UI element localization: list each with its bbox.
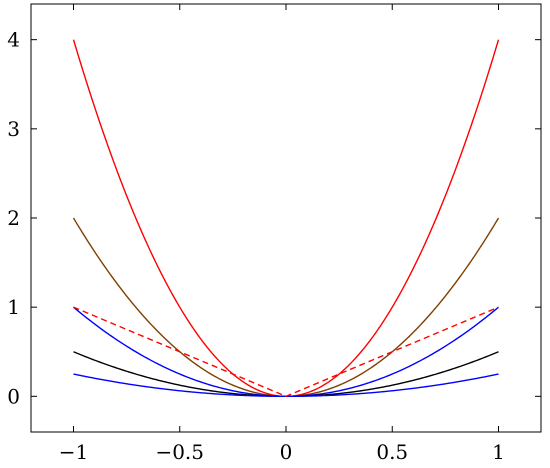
plot-frame	[30, 3, 542, 433]
x-tick-label: 0	[280, 440, 293, 464]
y-tick-label: 3	[7, 117, 20, 141]
x-tick-label: −1	[59, 440, 88, 464]
x-tick-label: 0.5	[376, 440, 408, 464]
series-line-6	[73, 306, 499, 398]
series-line-5	[73, 373, 499, 398]
series-line-4	[73, 351, 499, 398]
series-layer	[72, 39, 500, 398]
series-line-3	[73, 306, 499, 398]
x-tick-label: 1	[492, 440, 505, 464]
series-line-2	[72, 217, 500, 398]
y-tick-label: 1	[7, 295, 20, 319]
y-tick-label: 4	[7, 28, 20, 52]
y-tick-label: 2	[7, 206, 20, 230]
x-tick-label: −0.5	[155, 440, 204, 464]
series-line-1	[72, 39, 500, 398]
tick-layer: −1 −0.5 0 0.5 1 0 1 2 3 4	[7, 4, 541, 464]
y-tick-label: 0	[7, 384, 20, 408]
